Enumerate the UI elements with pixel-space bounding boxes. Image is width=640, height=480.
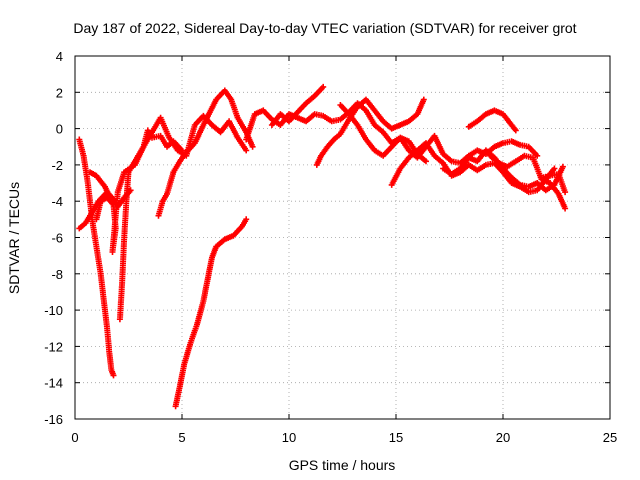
series-arc-g	[172, 216, 250, 410]
series-markers	[313, 96, 427, 168]
series-arc-a	[76, 136, 117, 379]
series-arc-i	[268, 83, 327, 128]
series-markers	[243, 100, 429, 165]
series-arc-m	[440, 147, 566, 194]
y-tick-label: -14	[44, 376, 63, 391]
series-markers	[440, 147, 566, 194]
x-tick-label: 5	[178, 430, 185, 445]
series-markers	[465, 107, 519, 134]
series-markers	[76, 136, 117, 379]
series-arc-n	[465, 107, 519, 134]
y-tick-label: 4	[56, 49, 63, 64]
y-tick-label: -16	[44, 412, 63, 427]
series-markers	[172, 216, 250, 410]
y-tick-label: -2	[51, 158, 63, 173]
x-tick-label: 20	[496, 430, 510, 445]
series-markers	[116, 112, 250, 323]
series-markers	[155, 87, 256, 219]
y-tick-label: 2	[56, 85, 63, 100]
y-tick-label: -12	[44, 339, 63, 354]
series-arc-e	[116, 112, 250, 323]
y-tick-label: 0	[56, 122, 63, 137]
data-series	[76, 83, 569, 410]
series-markers	[538, 171, 569, 196]
x-tick-label: 25	[603, 430, 617, 445]
chart-title: Day 187 of 2022, Sidereal Day-to-day VTE…	[73, 20, 576, 36]
x-tick-label: 0	[71, 430, 78, 445]
x-tick-label: 15	[389, 430, 403, 445]
x-tick-label: 10	[282, 430, 296, 445]
series-markers	[268, 83, 327, 128]
y-tick-label: -10	[44, 303, 63, 318]
series-arc-h	[243, 100, 429, 165]
series-arc-j	[313, 96, 427, 168]
series-markers	[487, 152, 569, 212]
series-arc-d	[87, 169, 115, 205]
y-tick-label: -6	[51, 231, 63, 246]
series-arc-o	[487, 152, 569, 212]
axis-ticks: 0 5 10 15 20 25 -16 -14 -12 -10 -8 -6 -4 -2 0 2 4	[44, 49, 617, 445]
y-axis-label: SDTVAR / TECUs	[6, 182, 22, 294]
y-tick-label: -8	[51, 267, 63, 282]
series-arc-f	[155, 87, 256, 219]
x-axis-label: GPS time / hours	[289, 457, 396, 473]
series-markers	[87, 169, 115, 205]
y-tick-label: -4	[51, 194, 63, 209]
series-arc-p	[538, 171, 569, 196]
